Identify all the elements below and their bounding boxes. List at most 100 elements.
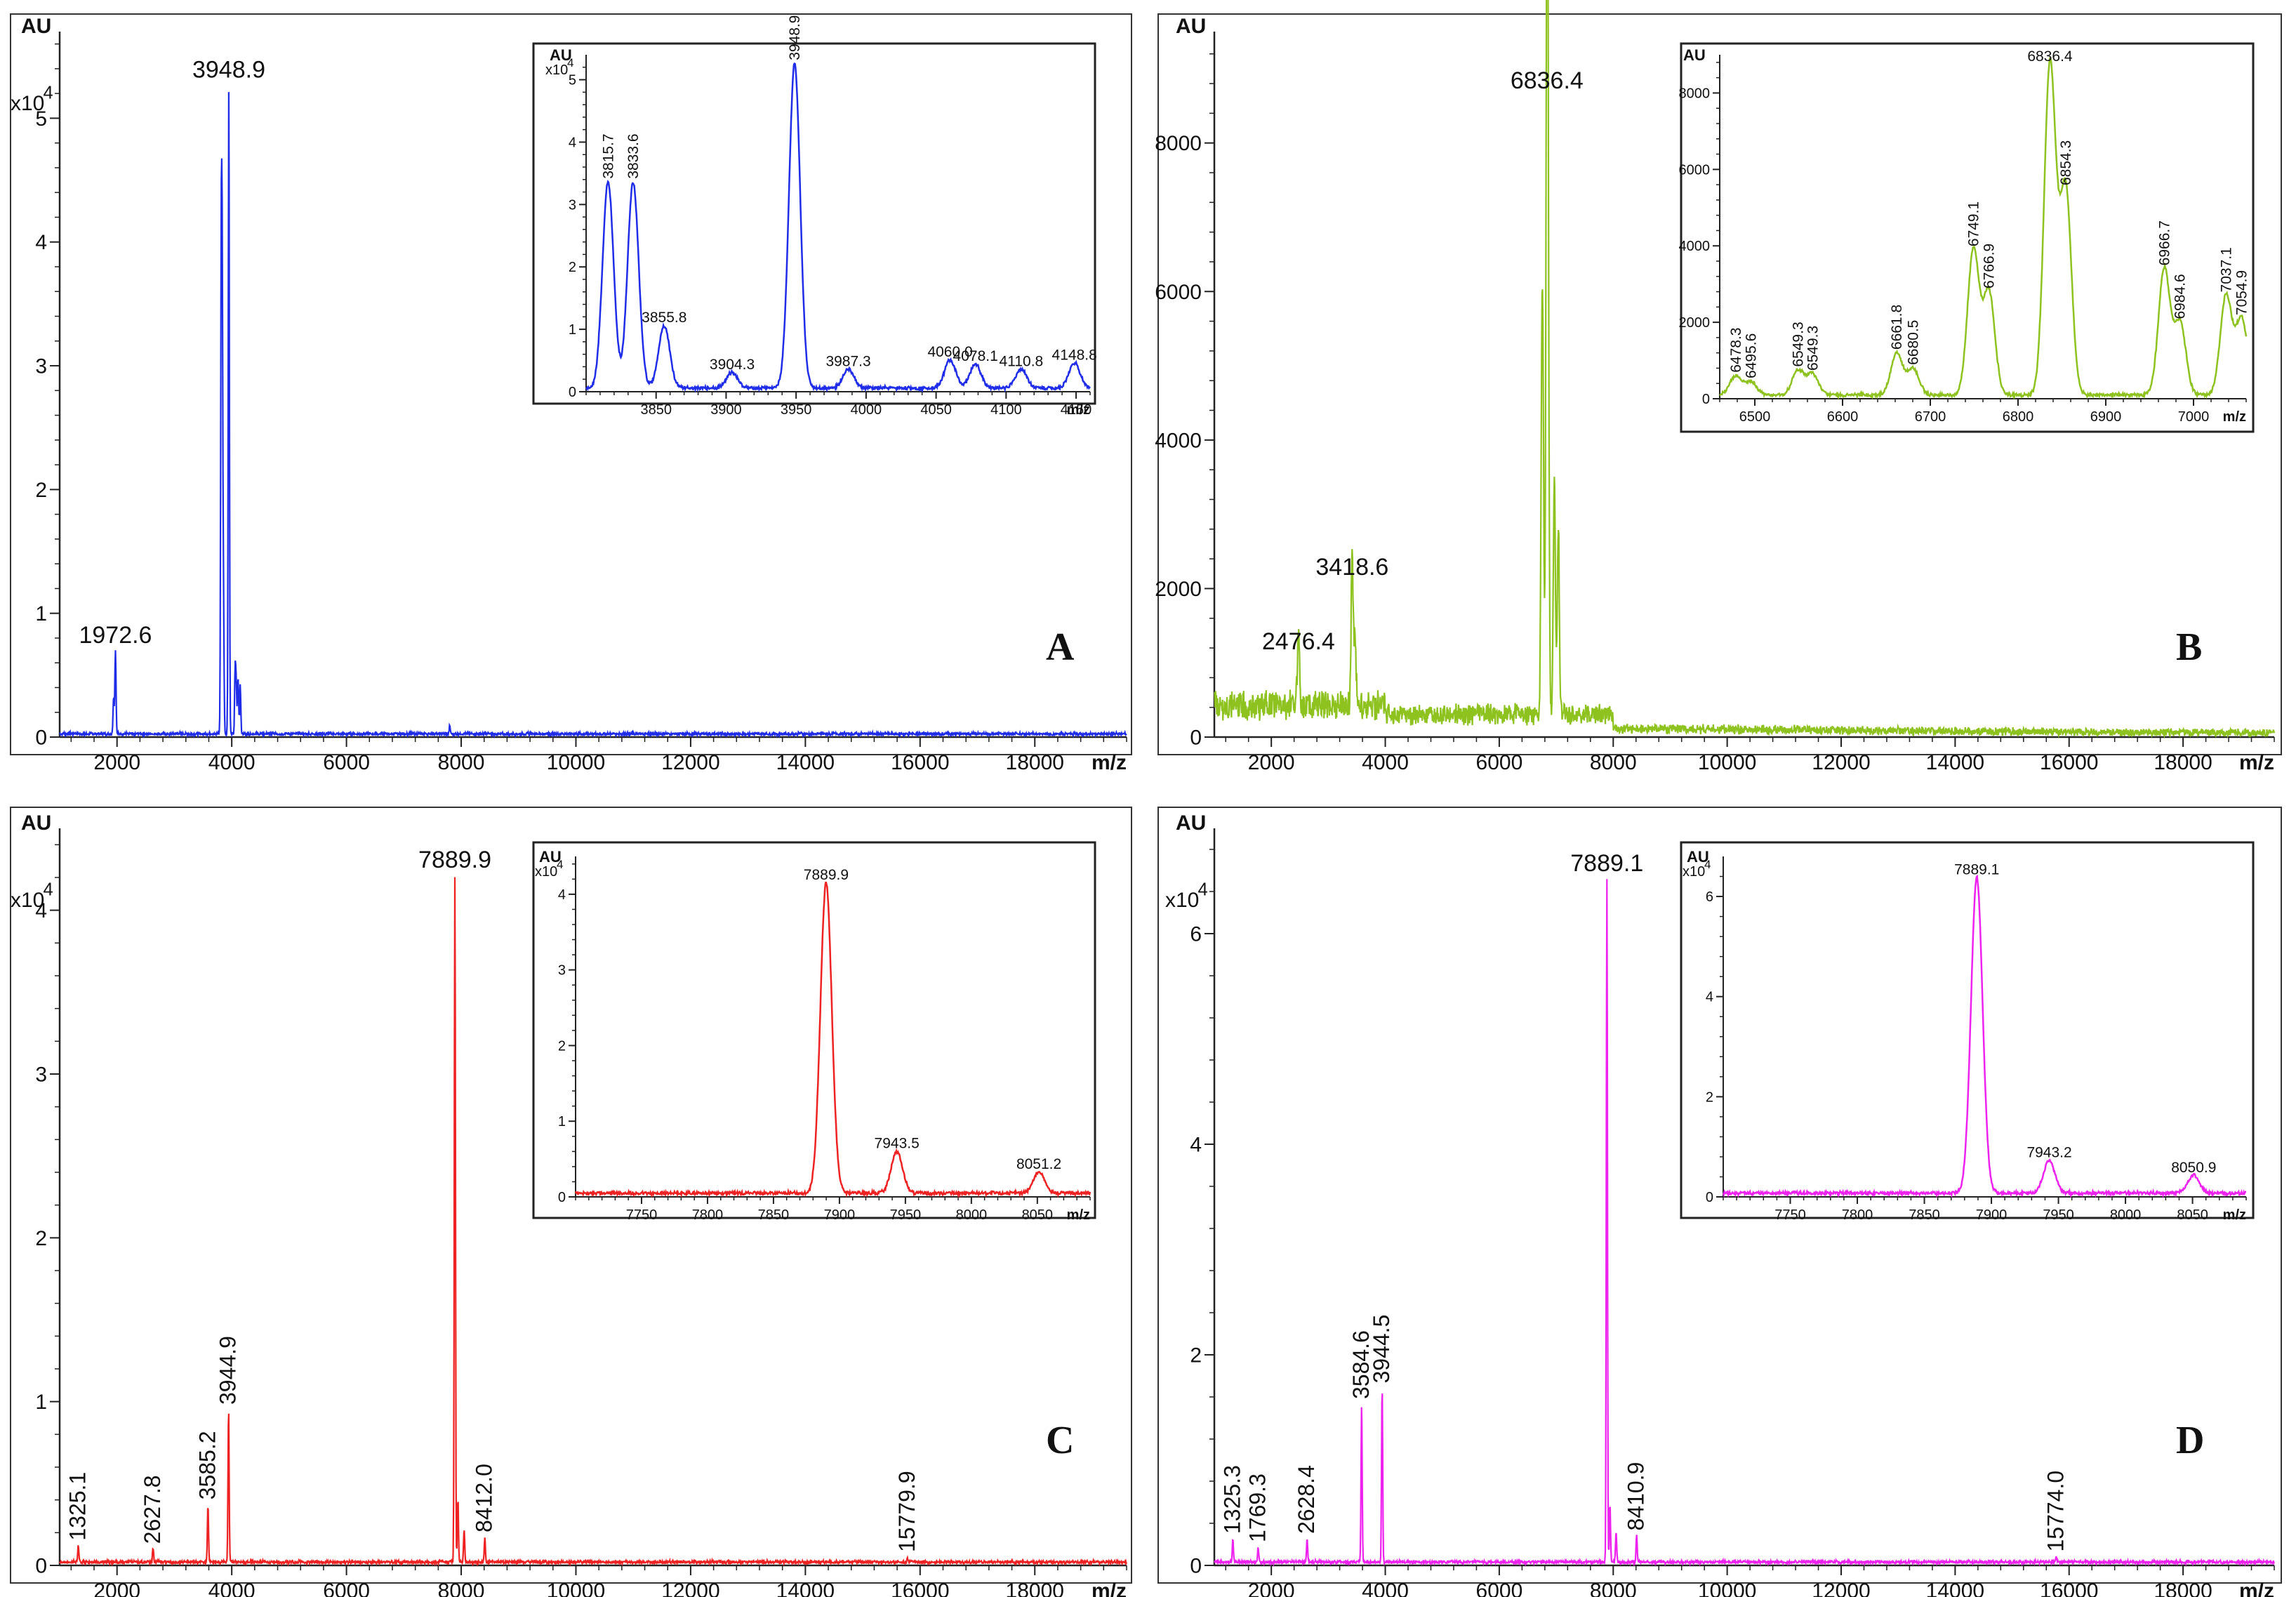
panel-b: 2000 4000 6000 8000 10000 12000 14000 16000 1800… (1155, 0, 2282, 774)
panel-a-y-tick-label: 1 (35, 602, 47, 625)
panel-c-x-tick-label: 14000 (776, 1579, 835, 1597)
panel-c-spectrum-line (58, 877, 1127, 1567)
panel-b-x-tick-label: 10000 (1698, 751, 1756, 774)
panel-a-peak-label: 1972.6 (79, 622, 152, 649)
panel-b-inset-peak-label: 6984.6 (2172, 274, 2189, 319)
panel-a-x-tick-label: 10000 (547, 751, 605, 774)
panel-c-inset-y-tick-label: 2 (558, 1038, 566, 1054)
panel-c-inset-y-tick-label: 4 (558, 887, 566, 903)
panel-d-x-tick-label: 14000 (1926, 1579, 1984, 1597)
panel-d-peak-label: 15774.0 (2043, 1471, 2068, 1552)
panel-d-inset-y-tick-label: 2 (1706, 1089, 1713, 1105)
panel-c-frame (10, 807, 1132, 1584)
panel-a-inset-x-tick-label: 4150 (1061, 402, 1092, 418)
panel-a-x-tick-label: 12000 (661, 751, 719, 774)
panel-b-inset-x-tick-label: 6800 (2003, 409, 2034, 425)
panel-a-x-tick-label: 18000 (1006, 751, 1064, 774)
panel-a-inset: 3850 3900 3950 4000 4050 4100 4150012345AUx104… (532, 15, 1097, 418)
panel-d-x-tick-label: 18000 (2154, 1579, 2212, 1597)
panel-c-inset-y-axis-label: AU (539, 848, 562, 866)
panel-c-inset-y-tick-label: 3 (558, 963, 566, 979)
panel-a-inset-peak-label: 3904.3 (710, 357, 755, 373)
panel-d-inset-y-tick-label: 6 (1706, 889, 1713, 905)
panel-a-inset-x-tick-label: 4100 (990, 402, 1022, 418)
panel-d-inset-y-axis-label: AU (1687, 848, 1709, 866)
panel-c-inset-exponent: 4 (557, 858, 563, 871)
panel-d-inset-x-tick-label: 7850 (1909, 1207, 1940, 1223)
panel-d-x-tick-label: 16000 (2040, 1579, 2098, 1597)
panel-d-inset-peak-label: 8050.9 (2171, 1160, 2216, 1176)
panel-a-inset-y-tick-label: 2 (569, 260, 576, 275)
panel-a-inset-x-tick-label: 3950 (781, 402, 812, 418)
panel-d-exponent: 4 (1198, 880, 1208, 900)
panel-d-inset-frame (1680, 841, 2255, 1219)
panel-b-inset-x-tick-label: 6700 (1915, 409, 1946, 425)
panel-c-peak-label: 15779.9 (894, 1471, 920, 1552)
panel-a-inset-exponent-base: x10 (545, 62, 568, 78)
panel-a-inset-peak-label: 4078.1 (953, 348, 998, 364)
panel-d-letter: D (2176, 1419, 2204, 1462)
panel-a-y-tick-label: 3 (35, 355, 47, 378)
panel-a-x-tick-label: 14000 (776, 751, 835, 774)
panel-d-x-tick-label: 10000 (1698, 1579, 1756, 1597)
panel-d-y-tick-label: 6 (1190, 923, 1202, 946)
panel-a-inset-peak-label: 3833.6 (625, 133, 642, 178)
panel-b-inset-peak-label: 6661.8 (1889, 305, 1905, 350)
panel-d-inset-exponent: 4 (1704, 858, 1711, 871)
panel-b-x-tick-label: 16000 (2040, 751, 2098, 774)
panel-c-letter: C (1046, 1419, 1074, 1462)
panel-b-inset-spectrum-line (1719, 57, 2248, 401)
panel-a-y-tick-label: 4 (35, 231, 47, 254)
panel-c-peak-label: 1325.1 (65, 1472, 91, 1541)
panel-c-x-tick-label: 4000 (208, 1579, 256, 1597)
panel-a-inset-frame (532, 42, 1096, 405)
panel-b-inset-peak-label: 6478.3 (1728, 328, 1744, 373)
panel-b-inset-peak-label: 7037.1 (2218, 247, 2234, 292)
panel-c-exponent-base: x10 (11, 889, 44, 912)
panel-c-inset-x-tick-label: 7800 (692, 1207, 724, 1223)
panel-a-inset-x-tick-label: 4050 (920, 402, 952, 418)
panel-b-x-tick-label: 14000 (1926, 751, 1984, 774)
panel-d-inset-x-tick-label: 8000 (2110, 1207, 2142, 1223)
panel-b-x-tick-label: 4000 (1362, 751, 1409, 774)
panel-c-x-tick-label: 8000 (438, 1579, 485, 1597)
panel-d-inset-x-axis-label: m/z (2223, 1207, 2246, 1223)
panel-d-inset-peak-label: 7943.2 (2026, 1145, 2071, 1161)
panel-c-inset-y-tick-label: 0 (558, 1190, 566, 1205)
panel-d-x-tick-label: 12000 (1812, 1579, 1870, 1597)
panel-a-inset-y-tick-label: 1 (569, 322, 576, 338)
panel-a-x-tick-label: 6000 (323, 751, 370, 774)
panel-a-inset-peak-label: 3987.3 (825, 353, 870, 369)
panel-b-x-tick-label: 12000 (1812, 751, 1870, 774)
panel-b-inset-y-axis-label: AU (1683, 46, 1706, 64)
panel-b-inset-x-tick-label: 6500 (1739, 409, 1771, 425)
panel-b-letter: B (2176, 625, 2202, 669)
panel-b-inset-y-tick-label: 4000 (1679, 239, 1711, 254)
panel-b-inset-peak-label: 6749.1 (1965, 201, 1982, 246)
panel-a-inset-x-tick-label: 3900 (710, 402, 742, 418)
panel-c-y-tick-label: 4 (35, 899, 47, 922)
panel-c-x-tick-label: 12000 (661, 1579, 719, 1597)
panel-b-inset-peak-label: 6549.3 (1791, 322, 1807, 366)
panel-c-inset-spectrum-line (574, 881, 1091, 1198)
panel-c-y-tick-label: 0 (35, 1555, 47, 1578)
panel-b-inset-peak-label: 6836.4 (2027, 48, 2073, 65)
panel-c-x-tick-label: 18000 (1006, 1579, 1064, 1597)
panel-a-inset-peak-label: 4148.8 (1052, 347, 1097, 363)
panel-b-y-tick-label: 4000 (1155, 429, 1202, 452)
panel-b-inset-peak-label: 6680.5 (1906, 320, 1922, 365)
panel-b-x-tick-label: 6000 (1476, 751, 1523, 774)
panel-d-peak-label: 3584.6 (1348, 1330, 1374, 1399)
panel-b-frame (1157, 13, 2282, 755)
panel-a-inset-x-tick-label: 4000 (851, 402, 882, 418)
panel-c-inset-peak-label: 7889.9 (804, 867, 849, 883)
panel-b-y-tick-label: 8000 (1155, 132, 1202, 155)
panel-a-inset-y-tick-label: 3 (569, 197, 576, 213)
panel-d-peak-label: 7889.1 (1570, 850, 1643, 877)
panel-c-inset-x-tick-label: 7950 (890, 1207, 922, 1223)
panel-d-inset-x-tick-label: 7750 (1774, 1207, 1806, 1223)
panel-b-x-axis-label: m/z (2239, 751, 2274, 774)
panel-a-inset-y-tick-label: 5 (569, 73, 576, 88)
panel-a-exponent-base: x10 (11, 92, 44, 115)
panel-a-inset-spectrum-line (585, 62, 1091, 393)
